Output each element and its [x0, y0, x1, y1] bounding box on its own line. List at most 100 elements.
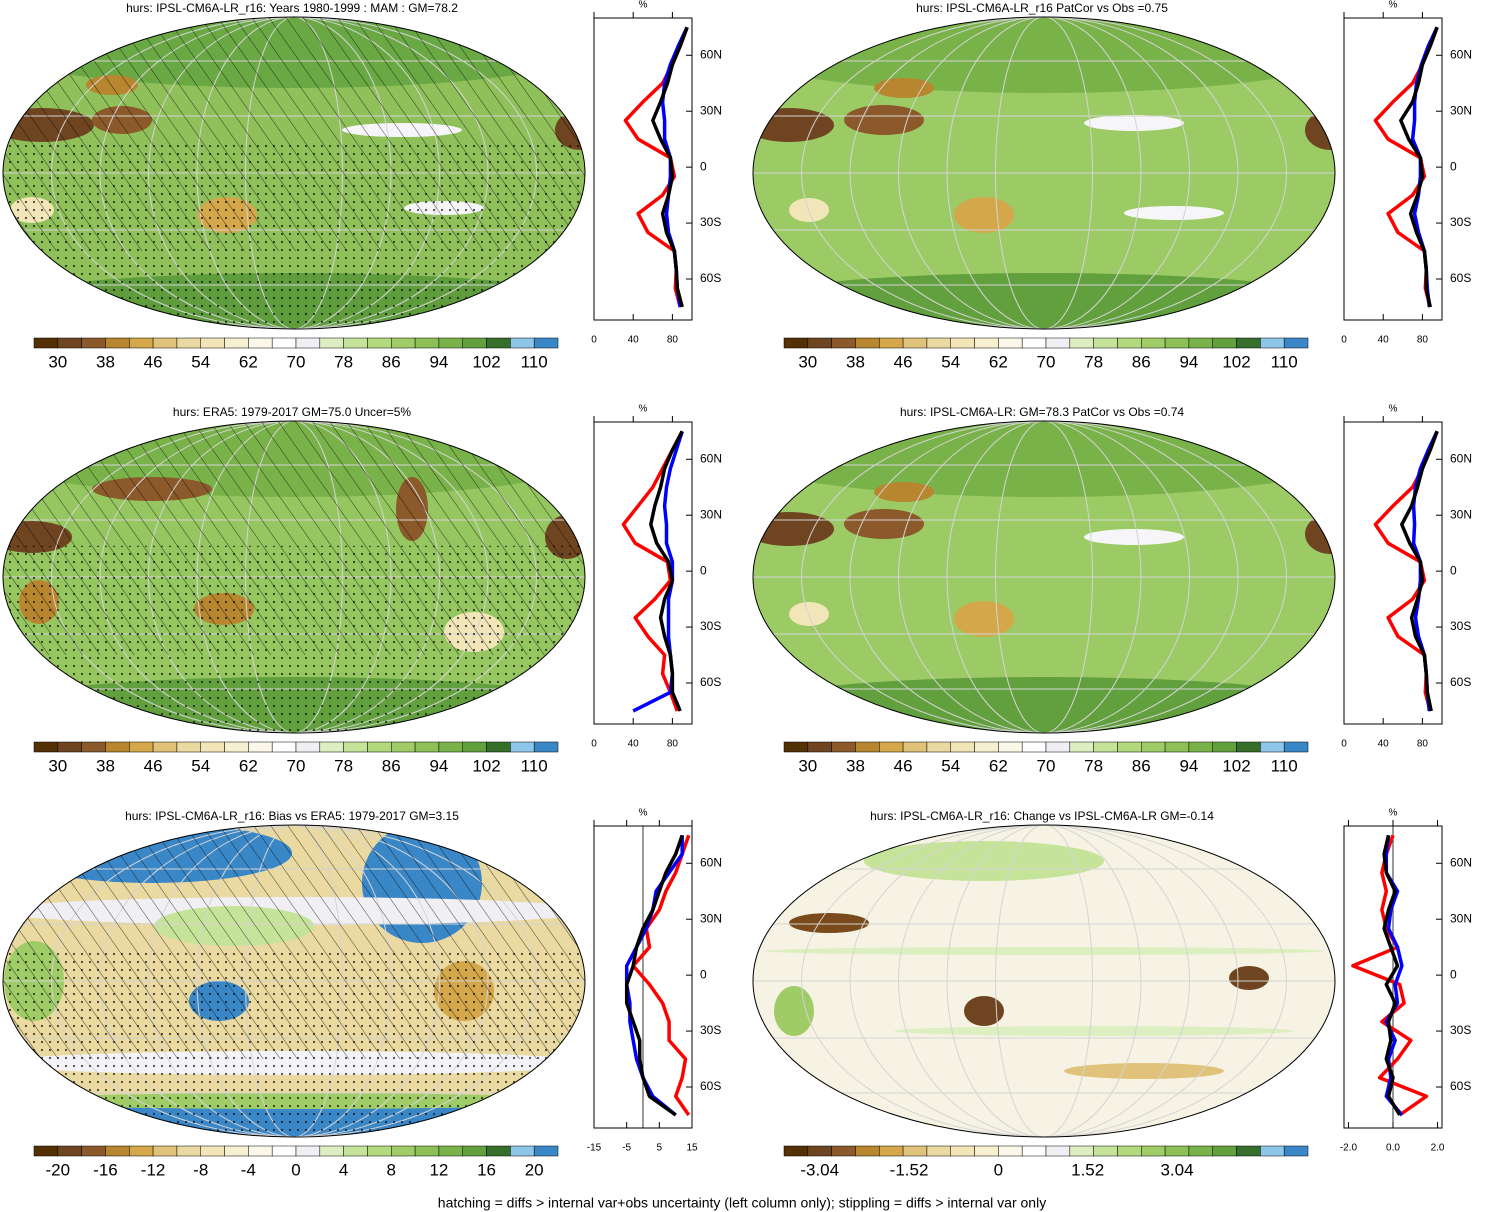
- colorbar-label: 70: [287, 352, 306, 371]
- colorbar-swatch: [1021, 337, 1047, 349]
- map: [3, 421, 585, 733]
- colorbar-swatch: [1069, 741, 1094, 753]
- map: [753, 421, 1335, 733]
- x-tick-label: 40: [1378, 335, 1390, 346]
- colorbar-label: 78: [334, 352, 353, 371]
- colorbar-label: 38: [96, 756, 115, 775]
- colorbar-swatch: [1141, 1145, 1166, 1157]
- colorbar-swatch: [807, 741, 832, 753]
- stippling: [3, 545, 585, 733]
- colorbar-label: 110: [1271, 352, 1298, 371]
- x-tick-label: 0.0: [1386, 1143, 1400, 1154]
- y-tick-label: 30S: [700, 1023, 721, 1037]
- colorbar-swatch: [1164, 741, 1190, 753]
- colorbar-label: 38: [846, 756, 865, 775]
- map-region: [954, 197, 1014, 233]
- colorbar-swatch: [438, 1145, 463, 1157]
- y-tick-label: 60N: [1450, 451, 1472, 465]
- colorbar-swatch: [462, 1145, 487, 1157]
- colorbar-swatch: [1260, 1145, 1285, 1157]
- colorbar-swatch: [783, 1145, 809, 1157]
- colorbar-swatch: [1164, 337, 1190, 349]
- colorbar-swatch: [783, 337, 809, 349]
- colorbar-label: 46: [144, 352, 163, 371]
- map-region: [789, 913, 869, 933]
- colorbar-swatch: [926, 741, 951, 753]
- colorbar-swatch: [1283, 741, 1309, 753]
- colorbar-swatch: [902, 337, 928, 349]
- x-axis-label: %: [1389, 404, 1398, 415]
- colorbar-label: 70: [287, 756, 306, 775]
- y-tick-label: 60N: [700, 855, 722, 869]
- x-tick-label: 40: [628, 739, 640, 750]
- y-tick-label: 60S: [700, 1079, 721, 1093]
- map-region: [1229, 966, 1269, 990]
- colorbar-label: 78: [334, 756, 353, 775]
- colorbar-label: 46: [894, 756, 913, 775]
- colorbar-swatch: [152, 337, 178, 349]
- colorbar-swatch: [248, 1145, 273, 1157]
- y-tick-label: 0: [1450, 967, 1457, 981]
- colorbar-label: 12: [429, 1160, 448, 1179]
- profile-frame: [593, 17, 693, 321]
- x-axis-label: %: [639, 404, 648, 415]
- x-tick-label: 80: [667, 335, 679, 346]
- colorbar-label: 38: [846, 352, 865, 371]
- map-region: [894, 1026, 1294, 1036]
- x-axis-label: %: [1389, 0, 1398, 11]
- colorbar-label: 20: [525, 1160, 544, 1179]
- colorbar-swatch: [1093, 1145, 1118, 1157]
- colorbar-swatch: [295, 741, 321, 753]
- stippling: [3, 141, 585, 329]
- profile-line: [1373, 430, 1439, 712]
- colorbar-swatch: [438, 741, 463, 753]
- colorbar-label: -12: [141, 1160, 166, 1179]
- map-region: [964, 996, 1004, 1026]
- colorbar-label: 46: [144, 756, 163, 775]
- panel: hurs: IPSL-CM6A-LR: GM=78.3 PatCor vs Ob…: [752, 404, 1472, 775]
- colorbar-swatch: [1069, 337, 1094, 349]
- colorbar-swatch: [1021, 741, 1047, 753]
- y-tick-label: 0: [1450, 159, 1457, 173]
- panel: hurs: IPSL-CM6A-LR_r16: Years 1980-1999 …: [2, 0, 722, 371]
- y-tick-label: 30S: [700, 215, 721, 229]
- colorbar-swatch: [533, 1145, 559, 1157]
- y-tick-label: 30N: [1450, 507, 1472, 521]
- colorbar-swatch: [1069, 1145, 1094, 1157]
- colorbar-label: 102: [1222, 756, 1250, 775]
- map-region: [1084, 529, 1184, 545]
- colorbar-swatch: [152, 1145, 178, 1157]
- map-region: [789, 602, 829, 626]
- profile-line: [1399, 26, 1439, 308]
- profile-line: [651, 26, 689, 308]
- colorbar-swatch: [1117, 337, 1142, 349]
- panel-title: hurs: IPSL-CM6A-LR_r16: Change vs IPSL-C…: [870, 809, 1214, 823]
- colorbar-label: -3.04: [800, 1160, 839, 1179]
- colorbar-swatch: [200, 1145, 225, 1157]
- colorbar-swatch: [1236, 1145, 1261, 1157]
- colorbar-swatch: [533, 741, 559, 753]
- colorbar-swatch: [271, 741, 297, 753]
- colorbar-swatch: [248, 741, 273, 753]
- map-region: [753, 421, 1335, 497]
- colorbar-label: 30: [798, 352, 817, 371]
- colorbar-swatch: [807, 1145, 832, 1157]
- profile-line: [624, 834, 684, 1117]
- colorbar-label: 110: [521, 756, 548, 775]
- colorbar-swatch: [1093, 337, 1118, 349]
- panel: hurs: IPSL-CM6A-LR_r16 PatCor vs Obs =0.…: [752, 0, 1472, 371]
- colorbar-swatch: [998, 337, 1023, 349]
- y-tick-label: 30N: [1450, 911, 1472, 925]
- colorbar-label: 94: [429, 756, 448, 775]
- colorbar-swatch: [831, 741, 856, 753]
- colorbar-swatch: [950, 741, 975, 753]
- colorbar-swatch: [152, 741, 178, 753]
- colorbar-swatch: [343, 337, 368, 349]
- colorbar-swatch: [879, 1145, 904, 1157]
- colorbar-swatch: [414, 1145, 440, 1157]
- colorbar-label: 0: [994, 1160, 1003, 1179]
- colorbar-label: 54: [191, 756, 210, 775]
- colorbar-label: 8: [387, 1160, 396, 1179]
- x-tick-label: -15: [587, 1143, 602, 1154]
